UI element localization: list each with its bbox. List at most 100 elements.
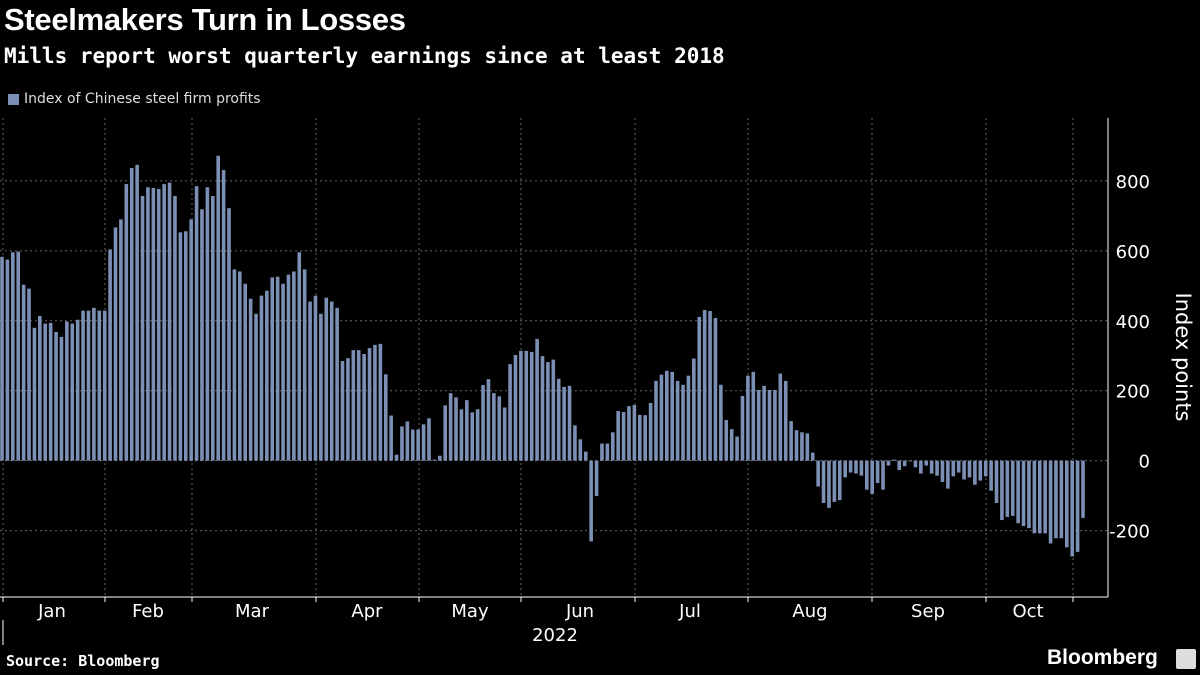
legend: Index of Chinese steel firm profits: [8, 91, 261, 107]
bar: [1081, 460, 1085, 518]
bar: [129, 167, 134, 461]
bar: [16, 251, 21, 461]
bar: [21, 284, 26, 461]
bar: [519, 350, 523, 461]
bar: [913, 460, 918, 468]
bar: [178, 232, 183, 461]
bar: [713, 317, 718, 461]
bar: [254, 313, 258, 461]
bar: [167, 182, 172, 461]
bar: [881, 460, 885, 490]
bar: [665, 370, 669, 461]
bar: [1048, 460, 1053, 544]
bar: [546, 362, 550, 461]
x-tick-label: Aug: [792, 601, 827, 622]
bar: [924, 460, 929, 466]
bar: [454, 397, 458, 461]
bar: [800, 432, 804, 461]
bar: [1043, 460, 1047, 534]
bar: [729, 429, 734, 461]
bar: [610, 432, 615, 461]
source-note: Source: Bloomberg: [6, 652, 160, 670]
bar: [929, 460, 934, 474]
bar: [637, 414, 642, 461]
bar: [935, 460, 939, 476]
bar: [778, 373, 783, 461]
bar: [400, 426, 404, 461]
bar: [70, 323, 75, 461]
bar: [356, 350, 361, 461]
bar: [589, 460, 593, 542]
bar: [692, 358, 696, 461]
bar: [940, 460, 945, 482]
bar: [973, 460, 977, 485]
bar: [843, 460, 847, 478]
bar: [994, 460, 999, 503]
bar: [859, 460, 864, 476]
bar: [902, 460, 907, 467]
bar: [448, 393, 453, 461]
bar: [248, 298, 253, 461]
bar: [416, 429, 420, 461]
bar: [502, 407, 507, 461]
bar: [865, 460, 869, 490]
bar: [432, 459, 437, 461]
x-tick-label: Jul: [678, 601, 701, 622]
bar: [151, 187, 156, 461]
legend-label: Index of Chinese steel firm profits: [24, 91, 261, 107]
chart-subtitle: Mills report worst quarterly earnings si…: [4, 44, 725, 68]
bar: [221, 170, 226, 461]
bar: [908, 460, 912, 462]
bar: [119, 219, 123, 461]
bar: [200, 209, 204, 461]
bar: [135, 164, 139, 461]
bar: [486, 379, 491, 461]
bar: [227, 208, 231, 461]
bar: [5, 259, 10, 461]
bar: [292, 271, 296, 461]
bar: [113, 227, 118, 461]
x-year-label: 2022: [532, 625, 578, 646]
bar: [362, 354, 366, 461]
bar: [659, 374, 664, 461]
bar: [459, 409, 464, 461]
bar: [281, 283, 285, 461]
bar: [313, 295, 318, 461]
bar: [265, 290, 269, 461]
x-tick-label: Sep: [911, 601, 945, 622]
bar: [556, 378, 561, 461]
bar: [497, 396, 502, 461]
bar: [1010, 460, 1015, 516]
bar: [340, 360, 345, 461]
bloomberg-logo: Bloomberg: [1047, 646, 1158, 669]
bar: [373, 344, 377, 461]
bar: [38, 315, 42, 461]
bar: [578, 439, 583, 461]
bloomberg-chart-icon: [1176, 649, 1196, 669]
bar: [983, 460, 988, 477]
bar: [654, 380, 658, 461]
bar: [821, 460, 826, 503]
bar: [529, 351, 534, 461]
bar: [681, 384, 685, 461]
bar: [573, 425, 577, 461]
bar: [270, 277, 275, 461]
bar: [540, 356, 545, 461]
bar: [102, 310, 107, 461]
bar: [773, 390, 777, 461]
bar: [762, 385, 766, 461]
bar: [335, 307, 339, 461]
bar: [324, 297, 329, 461]
bar: [719, 384, 723, 461]
bar: [702, 309, 707, 461]
bar: [216, 155, 220, 461]
bar: [919, 460, 923, 474]
bar: [75, 319, 80, 461]
bar: [594, 460, 599, 496]
bar: [794, 430, 799, 461]
bar: [410, 429, 415, 461]
bar: [1021, 460, 1026, 527]
legend-swatch: [8, 93, 19, 105]
bar: [567, 385, 572, 461]
bar: [189, 219, 193, 461]
